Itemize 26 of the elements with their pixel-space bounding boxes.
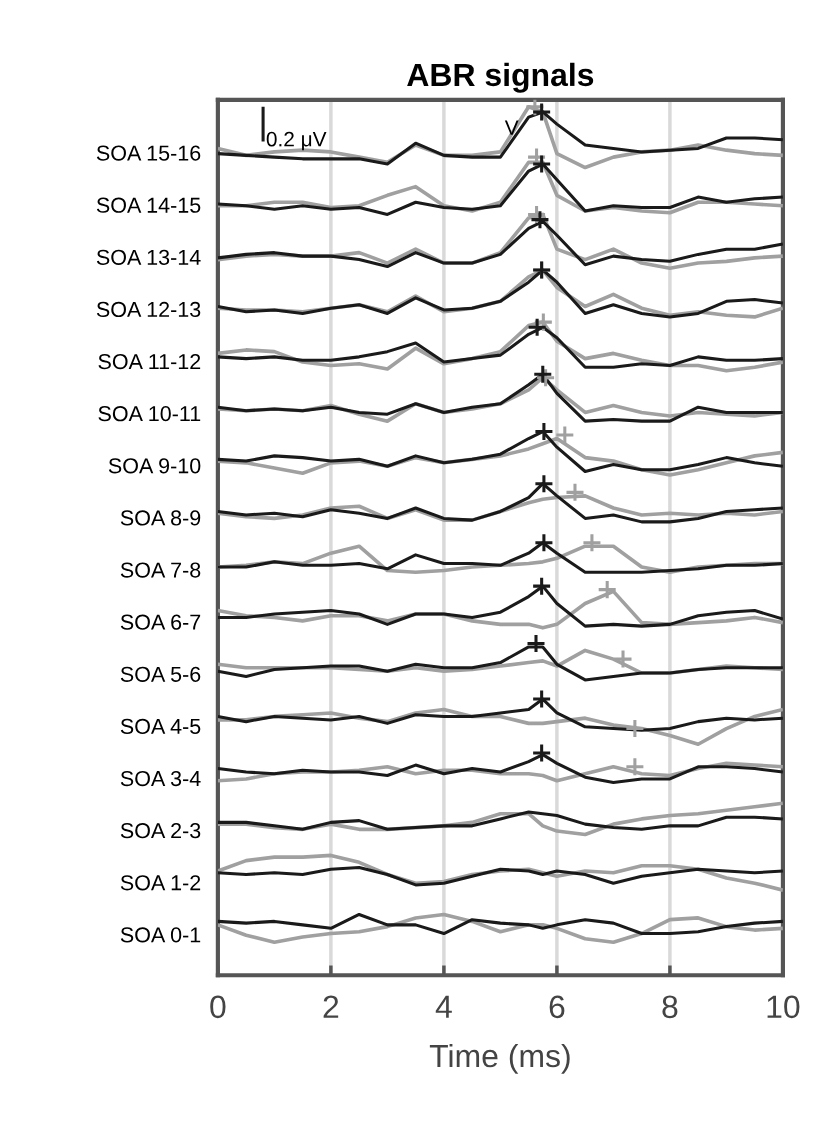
text: SOA 9-10 — [108, 458, 201, 474]
text: SOA 7-8 — [120, 562, 201, 578]
text: SOA 14-15 — [96, 197, 201, 213]
text: SOA 0-1 — [120, 927, 201, 943]
chart-title: ABR signals — [407, 62, 594, 93]
text: SOA 10-11 — [98, 406, 201, 422]
text: SOA 5-6 — [120, 666, 201, 682]
x-tick-label: 10 — [767, 995, 800, 1019]
text: SOA 1-2 — [120, 875, 201, 891]
text: SOA 3-4 — [120, 770, 201, 787]
text: SOA 15-16 — [96, 145, 201, 161]
x-tick-label: 6 — [549, 995, 565, 1019]
x-tick-label: 2 — [323, 995, 339, 1018]
text: SOA 11-12 — [98, 353, 201, 370]
text: SOA 4-5 — [120, 718, 201, 735]
text: SOA 13-14 — [96, 249, 201, 265]
x-axis-title: Time (ms) — [429, 1043, 570, 1074]
text: SOA 6-7 — [120, 614, 201, 630]
text: SOA 8-9 — [120, 510, 201, 526]
x-tick-label: 4 — [435, 995, 452, 1018]
annotation: 0.2 μV — [266, 131, 327, 151]
annotation: V — [504, 120, 519, 135]
x-tick-label: 8 — [662, 995, 678, 1019]
text: SOA 2-3 — [120, 823, 201, 839]
text: SOA 12-13 — [96, 301, 201, 318]
x-tick-label: 0 — [210, 995, 226, 1019]
